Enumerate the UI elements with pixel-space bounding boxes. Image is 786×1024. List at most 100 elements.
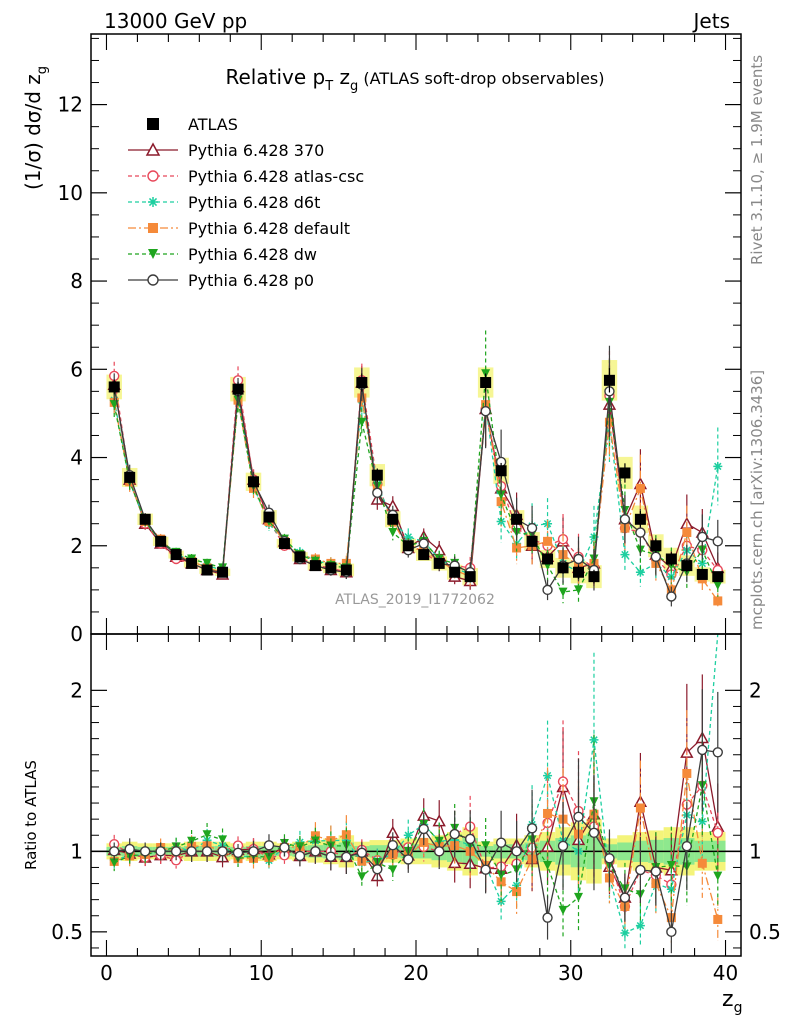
ratio-point — [712, 747, 723, 758]
main-ytick-label: 0 — [70, 622, 83, 646]
ratio-point — [264, 852, 274, 862]
data-point — [697, 558, 707, 568]
data-point — [573, 553, 584, 565]
ratio-point — [403, 830, 413, 840]
data-point — [619, 467, 631, 479]
data-point — [712, 536, 723, 547]
legend-entry: Pythia 6.428 370 — [128, 141, 324, 160]
legend-marker — [145, 142, 161, 156]
data-point — [588, 571, 600, 583]
ratio-point — [682, 768, 692, 778]
data-point — [511, 513, 523, 525]
title-sub1: T — [324, 79, 333, 94]
ratio-series-line — [113, 773, 719, 921]
ratio-point — [480, 864, 491, 875]
data-point — [155, 535, 167, 547]
data-point — [248, 476, 259, 488]
ratio-point — [218, 835, 228, 845]
data-point — [170, 549, 182, 561]
ratio-point — [495, 837, 507, 848]
data-point — [713, 580, 723, 590]
data-point — [681, 560, 693, 572]
ratio-point — [387, 839, 398, 851]
legend-marker — [147, 118, 159, 130]
ratio-point — [543, 861, 553, 871]
series-line — [113, 397, 719, 578]
ratio-point — [449, 828, 460, 840]
ratio-series-line — [114, 633, 719, 934]
data-point — [682, 528, 692, 538]
xlabel-sub: g — [734, 1000, 743, 1016]
ratio-point — [558, 905, 568, 915]
legend-entry: Pythia 6.428 p0 — [128, 271, 314, 290]
header-left: 13000 GeV pp — [104, 9, 247, 33]
data-point — [557, 562, 569, 574]
legend-marker — [148, 249, 158, 259]
data-point — [356, 377, 368, 389]
series-0 — [108, 368, 724, 584]
ratio-point — [697, 817, 707, 827]
data-point — [712, 571, 724, 583]
data-point — [650, 551, 662, 562]
main-reference-band — [106, 360, 726, 589]
data-point — [603, 374, 615, 386]
main-ytick-label: 4 — [70, 446, 83, 470]
ratio-point — [666, 884, 676, 894]
data-point — [512, 543, 522, 553]
ratio-ytick-label: 2 — [70, 678, 83, 702]
data-point — [542, 553, 554, 565]
ratio-point — [635, 921, 645, 931]
legend-marker — [148, 197, 158, 207]
ratio-series-group — [107, 633, 725, 954]
title-sub2: g — [350, 79, 358, 94]
data-point — [449, 566, 461, 578]
ratio-point — [403, 854, 414, 865]
ratio-point — [619, 892, 631, 903]
data-point — [635, 527, 646, 538]
legend-entry: Pythia 6.428 atlas-csc — [128, 167, 364, 186]
data-point — [574, 585, 583, 595]
ratio-xtick-label: 10 — [249, 961, 274, 985]
data-point — [573, 566, 584, 578]
legend-entry: Pythia 6.428 d6t — [128, 193, 320, 212]
legend-label: ATLAS — [188, 115, 238, 134]
ratio-point — [263, 840, 275, 851]
legend-entry: Pythia 6.428 dw — [128, 245, 317, 264]
title-rest: (ATLAS soft-drop observables) — [358, 69, 604, 88]
ratio-point — [202, 830, 212, 840]
data-point — [480, 377, 492, 389]
legend-label: Pythia 6.428 d6t — [188, 193, 320, 212]
ratio-point — [310, 846, 321, 857]
data-point — [139, 513, 151, 525]
ratio-xtick-label: 30 — [558, 961, 583, 985]
ratio-point — [217, 846, 228, 857]
main-ytick-label: 8 — [70, 269, 83, 293]
data-point — [372, 487, 383, 499]
data-point — [496, 490, 506, 500]
legend-entry: ATLAS — [147, 115, 238, 134]
ratio-ytick-label-right: 2 — [749, 678, 762, 702]
ratio-point — [697, 744, 708, 756]
data-point — [666, 591, 677, 602]
data-point — [263, 511, 275, 523]
ratio-point — [496, 870, 506, 880]
data-point — [387, 513, 399, 525]
data-point — [543, 536, 553, 546]
ratio-point — [713, 914, 723, 924]
legend-label: Pythia 6.428 atlas-csc — [188, 167, 364, 186]
data-point — [480, 406, 491, 417]
ratio-series-line — [114, 736, 719, 900]
data-point — [526, 535, 538, 547]
ratio-point — [588, 827, 600, 838]
data-point — [713, 461, 723, 471]
ratio-point — [481, 841, 491, 851]
data-point — [217, 566, 229, 578]
ratio-point — [155, 846, 166, 857]
ratio-point — [418, 823, 429, 835]
data-point — [665, 553, 677, 565]
analysis-watermark: ATLAS_2019_I1772062 — [335, 592, 495, 608]
data-point — [542, 584, 553, 596]
legend: ATLAS Pythia 6.428 370 Pythia 6.428 atlas-… — [128, 115, 364, 290]
data-point — [340, 564, 352, 576]
data-point — [371, 469, 383, 481]
